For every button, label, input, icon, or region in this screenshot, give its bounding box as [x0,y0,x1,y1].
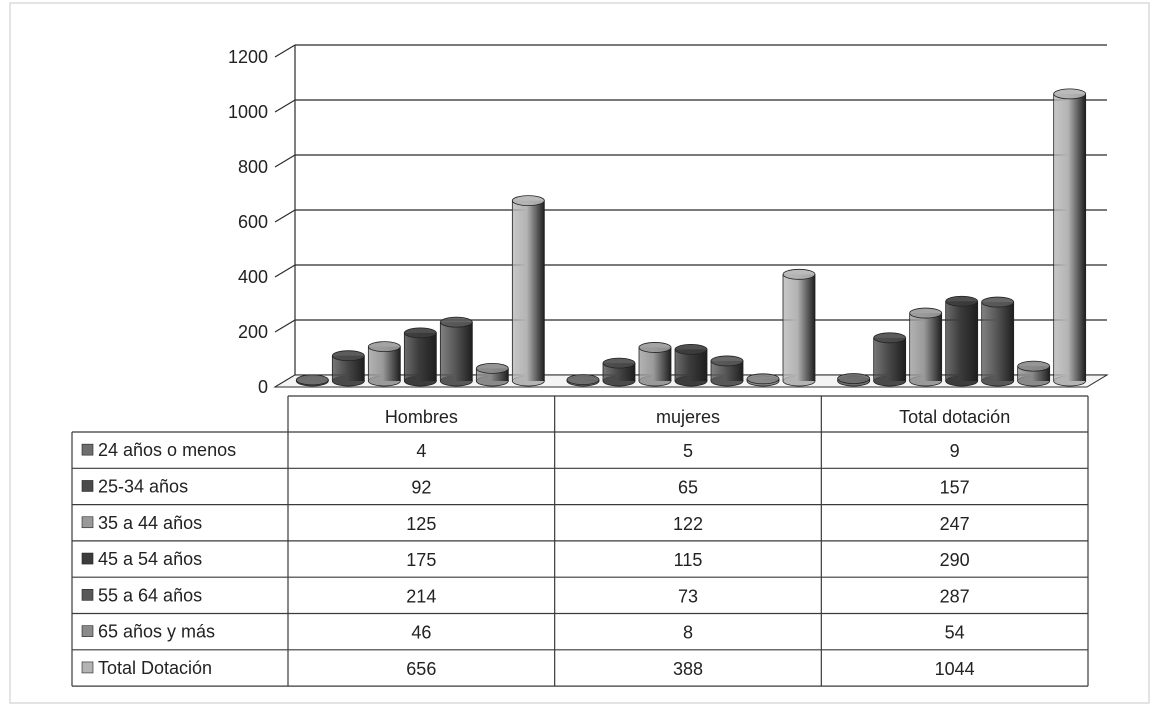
y-tick-label: 200 [238,322,268,342]
data-label-total-dotacion-total-dotacion: 1044 [935,659,975,679]
series-label-35-a-44-anos: 35 a 44 años [98,513,202,533]
data-label-65-anos-y-mas-total-dotacion: 54 [945,623,965,643]
data-label-25-34-anos-total-dotacion: 157 [940,477,970,497]
y-tick-label: 1200 [228,47,268,67]
series-label-55-a-64-anos: 55 a 64 años [98,585,202,605]
data-label-24-anos-o-menos-mujeres: 5 [683,441,693,461]
y-axis-ticks: 0 200 400 600 800 1000 1200 [228,47,268,397]
category-header-total-dotacion: Total dotación [899,407,1010,427]
bar-mujeres-45-a-54-anos [674,343,708,387]
bar-total-dotacion-55-a-64-anos [981,296,1015,387]
gridline-depth-1200 [274,44,296,58]
data-label-35-a-44-anos-total-dotacion: 247 [940,514,970,534]
bar-total-dotacion-25-34-anos [873,332,907,387]
data-label-35-a-44-anos-hombres: 125 [406,514,436,534]
gridline-depth-400 [274,264,296,278]
y-tick-label: 0 [258,377,268,397]
y-tick-label: 800 [238,157,268,177]
series-label-45-a-54-anos: 45 a 54 años [98,549,202,569]
bar-total-dotacion-65-anos-y-mas [1017,360,1051,387]
series-label-65-anos-y-mas: 65 años y más [98,622,215,642]
y-tick-label: 400 [238,267,268,287]
legend-key-45-a-54-anos [81,552,94,565]
bars [295,88,1087,387]
series-label-24-anos-o-menos: 24 años o menos [98,440,236,460]
data-label-55-a-64-anos-hombres: 214 [406,586,436,606]
bar-total-dotacion-24-anos-o-menos [837,373,871,387]
bar-total-dotacion-45-a-54-anos [945,295,979,387]
legend-key-25-34-anos [81,480,94,492]
bar-hombres-25-34-anos [331,350,365,387]
data-label-45-a-54-anos-total-dotacion: 290 [940,550,970,570]
bar-hombres-24-anos-o-menos [295,374,329,387]
legend-key-55-a-64-anos [81,589,94,601]
data-label-55-a-64-anos-mujeres: 73 [678,586,698,606]
data-label-25-34-anos-hombres: 92 [411,477,431,497]
data-label-65-anos-y-mas-mujeres: 8 [683,623,693,643]
bar-total-dotacion-total-dotacion [1053,88,1087,387]
category-header-mujeres: mujeres [656,407,720,427]
data-label-total-dotacion-mujeres: 388 [673,659,703,679]
data-label-45-a-54-anos-mujeres: 115 [674,550,703,570]
bar-total-dotacion-35-a-44-anos [909,307,943,387]
data-label-24-anos-o-menos-total-dotacion: 9 [950,441,960,461]
bar-hombres-55-a-64-anos [439,316,473,387]
bar-mujeres-total-dotacion [782,268,816,387]
gridline-depth-600 [274,209,296,223]
data-label-55-a-64-anos-total-dotacion: 287 [940,586,970,606]
gridline-depth-200 [274,319,296,333]
data-label-25-34-anos-mujeres: 65 [678,477,698,497]
data-label-45-a-54-anos-hombres: 175 [406,550,436,570]
bar-mujeres-25-34-anos [602,357,636,387]
category-header-hombres: Hombres [385,407,458,427]
chart-frame [9,2,1150,704]
gridline-depth-1000 [274,99,296,113]
legend-key-total-dotacion [81,661,94,674]
legend-key-65-anos-y-mas [81,625,94,637]
data-label-24-anos-o-menos-hombres: 4 [416,441,426,461]
bar-mujeres-24-anos-o-menos [566,374,600,387]
bar-mujeres-65-anos-y-mas [746,373,780,387]
bar-hombres-35-a-44-anos [367,341,401,387]
legend-key-35-a-44-anos [81,516,94,529]
data-label-65-anos-y-mas-hombres: 46 [411,623,431,643]
series-label-total-dotacion: Total Dotación [98,658,212,678]
data-label-35-a-44-anos-mujeres: 122 [673,514,703,534]
bar-mujeres-55-a-64-anos [710,355,744,387]
y-tick-label: 1000 [228,102,268,122]
gridline-depth-800 [274,154,296,168]
bar-hombres-65-anos-y-mas [475,362,509,387]
data-label-total-dotacion-hombres: 656 [406,659,436,679]
data-table: Hombres mujeres Total dotación 24 años o me… [71,395,1089,687]
series-label-25-34-anos: 25-34 años [98,476,188,496]
legend-key-24-anos-o-menos [81,443,94,456]
y-tick-label: 600 [238,212,268,232]
bar-hombres-45-a-54-anos [403,327,437,387]
bar-mujeres-35-a-44-anos [638,342,672,387]
bar-hombres-total-dotacion [511,195,545,387]
